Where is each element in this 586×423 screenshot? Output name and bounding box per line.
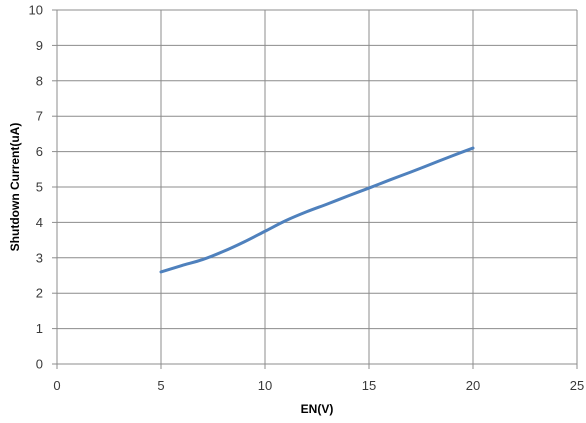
x-tick-label: 15 bbox=[362, 378, 376, 393]
grid bbox=[57, 9, 578, 364]
y-tick-label: 2 bbox=[36, 286, 43, 301]
y-tick-label: 1 bbox=[36, 321, 43, 336]
y-axis-title: Shutdown Current(uA) bbox=[8, 123, 22, 252]
axes bbox=[52, 9, 578, 369]
x-axis-title: EN(V) bbox=[301, 402, 334, 416]
y-tick-label: 0 bbox=[36, 357, 43, 372]
series-line bbox=[159, 146, 475, 274]
y-tick-label: 8 bbox=[36, 73, 43, 88]
y-tick-label: 6 bbox=[36, 144, 43, 159]
series-layer bbox=[159, 146, 475, 274]
tick-labels: 0 1 2 3 4 5 6 7 8 9 10 0 5 10 15 20 25 bbox=[29, 3, 585, 394]
y-tick-label: 7 bbox=[36, 109, 43, 124]
x-tick-label: 10 bbox=[258, 378, 272, 393]
x-tick-label: 0 bbox=[53, 378, 60, 393]
y-tick-label: 3 bbox=[36, 250, 43, 265]
y-tick-label: 4 bbox=[36, 215, 43, 230]
x-tick-label: 25 bbox=[570, 378, 584, 393]
y-tick-label: 5 bbox=[36, 180, 43, 195]
y-tick-label: 10 bbox=[29, 3, 43, 18]
x-tick-label: 20 bbox=[466, 378, 480, 393]
x-tick-label: 5 bbox=[157, 378, 164, 393]
y-tick-label: 9 bbox=[36, 38, 43, 53]
